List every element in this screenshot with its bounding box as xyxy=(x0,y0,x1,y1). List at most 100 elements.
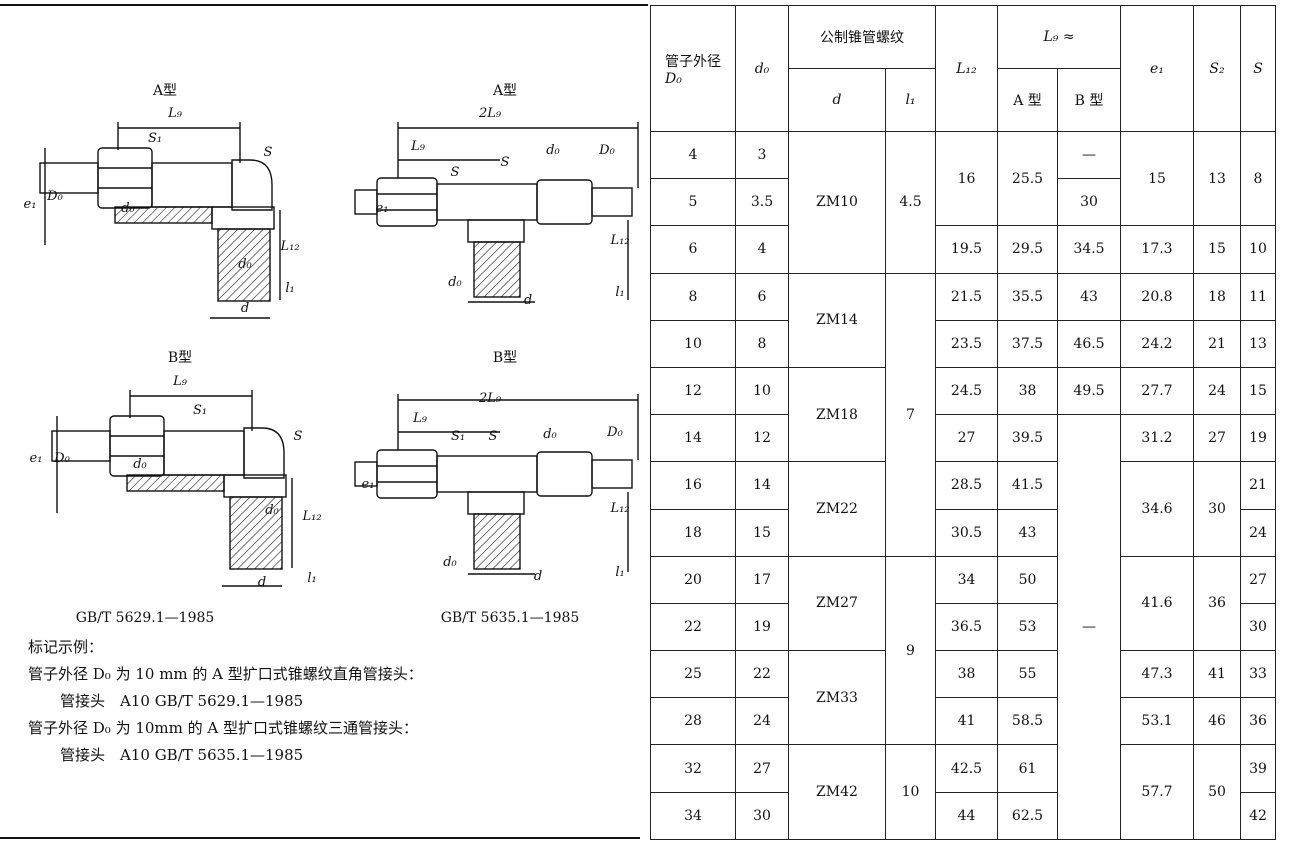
table-cell: 55 xyxy=(997,650,1058,699)
table-row: 22 19 36.5 53 30 xyxy=(650,602,1305,652)
table-row: 4 3 ZM10 4.5 16 25.5—15 13 8 xyxy=(650,130,1305,274)
table-cell: 41 xyxy=(935,697,998,746)
table-cell: 42.5 xyxy=(935,744,998,793)
table-cell: 16 xyxy=(650,461,736,510)
table-cell: 19 xyxy=(1240,414,1276,463)
dimension-label: e₁ xyxy=(24,197,37,212)
table-cell: 22 xyxy=(650,602,736,652)
figure-title: B型 xyxy=(168,350,192,366)
standard: GB/T 5635.1—1985 xyxy=(441,610,580,626)
table-cell: 14 xyxy=(735,461,789,510)
header-text: 管子外径 xyxy=(665,53,721,70)
figure-title: B型 xyxy=(493,350,517,366)
table-cell: 57.7 xyxy=(1120,744,1194,840)
table-cell: 9 xyxy=(885,555,936,746)
elbow-drawing xyxy=(39,121,281,319)
table-cell: 36 xyxy=(1193,555,1241,652)
table-cell: ZM22 xyxy=(788,461,886,557)
dimension-label: S xyxy=(264,145,273,160)
header-text: D₀ xyxy=(665,70,682,87)
table-cell: ZM33 xyxy=(788,650,886,746)
table-cell: 10 xyxy=(735,366,789,416)
dimension-label: l₁ xyxy=(307,571,316,586)
table-cell: 35.5 xyxy=(997,272,1058,321)
table-cell: 58.5 xyxy=(997,697,1058,746)
table-cell: 25 xyxy=(650,650,736,699)
table-cell: 34 xyxy=(935,555,998,604)
table-cell: 32 xyxy=(650,744,736,793)
table-cell: 42 xyxy=(1240,791,1276,841)
table-cell: 15 xyxy=(1193,225,1241,274)
table-cell: 10 xyxy=(650,319,736,368)
spec-table: 管子外径 D₀ d₀ 公制锥管螺纹 L₁₂ L₉ ≈ e₁ S₂ S d l₁ A… xyxy=(650,5,1305,841)
table-row: 25 22 ZM33 38 55 47.3 41 33 xyxy=(650,650,1305,746)
table-cell: 17.3 xyxy=(1120,225,1194,274)
table-cell: 27 xyxy=(735,744,789,793)
note: 管子外径 D₀ 为 10mm 的 A 型扩口式锥螺纹三通管接头： xyxy=(28,719,419,737)
elbow-drawing xyxy=(51,389,293,587)
table-cell: 8 xyxy=(1240,130,1276,227)
figure-title: A型 xyxy=(152,83,177,99)
table-cell: 46 xyxy=(1193,697,1241,746)
note: 管接头 A10 GB/T 5635.1—1985 xyxy=(60,746,304,764)
table-cell: 28 xyxy=(650,697,736,746)
table-cell: 36.5 xyxy=(935,602,998,652)
table-cell: 53 xyxy=(997,602,1058,652)
dimension-label: L₁₂ xyxy=(609,233,629,248)
table-cell: 18 xyxy=(650,508,736,557)
note: 管子外径 D₀ 为 10 mm 的 A 型扩口式锥螺纹直角管接头： xyxy=(28,665,423,683)
dimension-label: S xyxy=(501,155,510,170)
table-cell: 38 xyxy=(997,366,1058,416)
table-cell: 20 xyxy=(650,555,736,604)
dimension-label: d₀ xyxy=(238,257,252,272)
table-cell: ZM42 xyxy=(788,744,886,840)
table-cell: 8 xyxy=(735,319,789,368)
table-cell: 50 xyxy=(1193,744,1241,840)
dimension-label: D₀ xyxy=(606,425,623,440)
dimension-label: S xyxy=(489,429,498,444)
table-cell: 21.5 xyxy=(935,272,998,321)
table-cell: 15 xyxy=(1240,366,1276,416)
dimension-label: L₁₂ xyxy=(609,501,629,516)
table-cell: 33 xyxy=(1240,650,1276,699)
header-cell: A 型 xyxy=(997,68,1058,132)
dimension-label: d xyxy=(241,301,249,316)
table-cell: 10 xyxy=(885,744,936,840)
table-row: 34 30 44 62.5 42 xyxy=(650,791,1305,841)
table-cell: 22 xyxy=(735,650,789,699)
table-cell: 36 xyxy=(1240,697,1276,746)
table-cell: 24.2 xyxy=(1120,319,1194,368)
table-cell: 38 xyxy=(935,650,998,699)
dimension-label: d₀ xyxy=(546,143,560,158)
figures: A型 A型 B型 B型 GB/T 5629.1—1985 GB/T 5635.1… xyxy=(0,4,648,839)
table-cell: 44 xyxy=(935,791,998,841)
table-cell: 19.5 xyxy=(935,225,998,274)
dimension-label: d₀ xyxy=(121,201,135,216)
table-cell: 27 xyxy=(935,414,998,463)
dimension-label: d₀ xyxy=(543,427,557,442)
standard: GB/T 5629.1—1985 xyxy=(76,610,215,626)
table-cell: 7 xyxy=(885,272,936,557)
dimension-label: d xyxy=(524,293,532,308)
table-cell: 24 xyxy=(1193,366,1241,416)
table-cell: 13 xyxy=(1193,130,1241,227)
table-row: 14 12 27 39.5—31.2 27 19 xyxy=(650,414,1305,840)
table-cell: 53.1 xyxy=(1120,697,1194,746)
dimension-label: L₉ xyxy=(412,411,428,426)
table-cell: 34.5 xyxy=(1057,225,1121,274)
table-cell: 16 xyxy=(935,130,998,227)
table-cell: 15 xyxy=(1120,130,1194,227)
table-cell: 24.5 xyxy=(935,366,998,416)
table-cell: 4 xyxy=(735,225,789,274)
table-cell: 61 xyxy=(997,744,1058,793)
table-row: 32 27 ZM42 10 42.5 61 57.7 50 39 xyxy=(650,744,1305,840)
table-cell: 3.5 xyxy=(735,178,789,227)
dimension-label: S₁ xyxy=(451,429,465,444)
table-cell: 34 xyxy=(650,791,736,841)
table-cell: 17 xyxy=(735,555,789,604)
figure-title: A型 xyxy=(492,83,517,99)
table-cell: 19 xyxy=(735,602,789,652)
table-row: 8 6 ZM14 7 21.5 35.5 43 20.8 18 11 xyxy=(650,272,1305,557)
dimension-label: D₀ xyxy=(598,143,615,158)
